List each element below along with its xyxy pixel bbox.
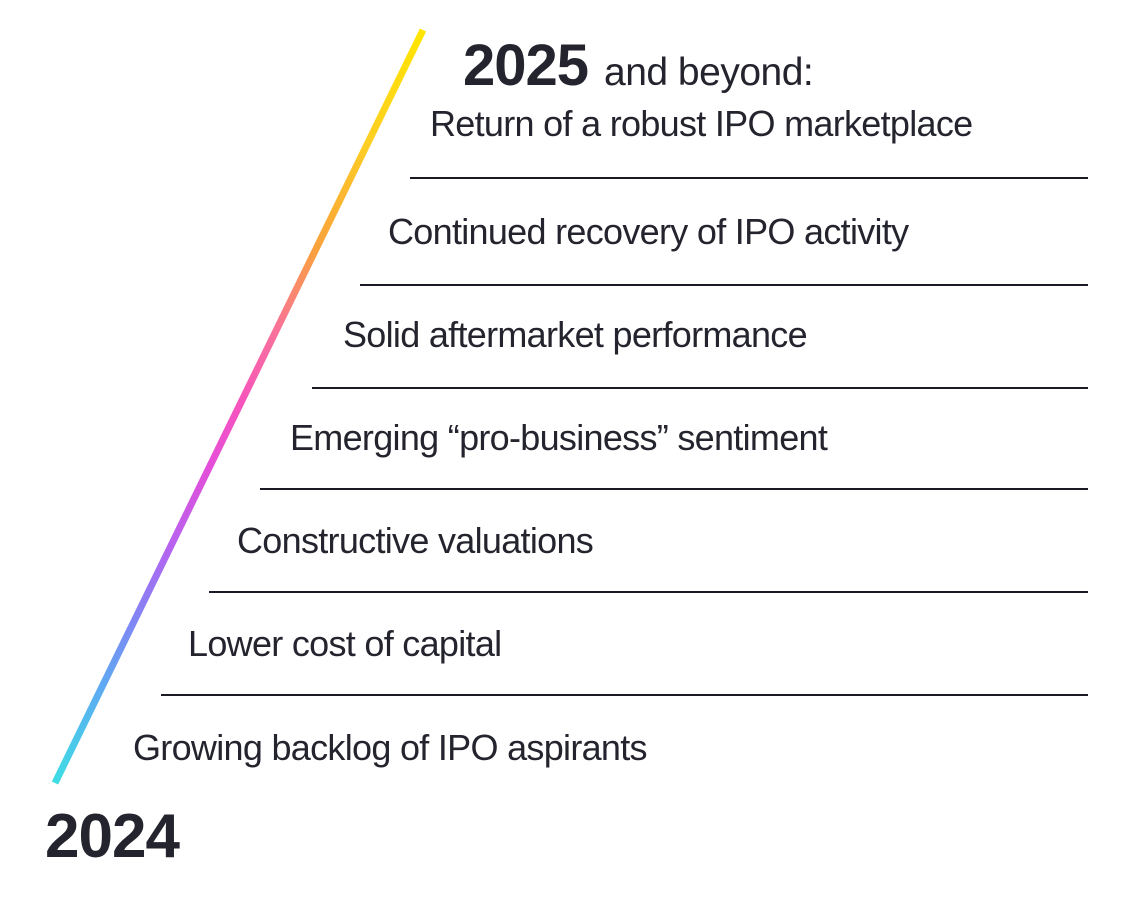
step-divider-line <box>312 387 1088 389</box>
header-title: 2025 and beyond: <box>463 33 814 98</box>
step-label: Solid aftermarket performance <box>343 314 808 355</box>
step-label: Emerging “pro-business” sentiment <box>290 417 828 458</box>
start-year-label: 2024 <box>45 802 180 871</box>
step-label: Continued recovery of IPO activity <box>388 211 909 252</box>
step-divider-line <box>161 694 1088 696</box>
diagonal-trend-line <box>51 28 427 785</box>
step-divider-line <box>260 488 1088 490</box>
step-divider-line <box>410 177 1088 179</box>
step-label: Growing backlog of IPO aspirants <box>133 727 648 768</box>
step-divider-line <box>209 591 1088 593</box>
title-year: 2025 <box>463 33 589 98</box>
step-divider-line <box>360 284 1088 286</box>
step-label: Lower cost of capital <box>188 623 502 664</box>
step-label: Constructive valuations <box>237 520 594 561</box>
title-subtitle: Return of a robust IPO marketplace <box>430 103 973 144</box>
title-suffix: and beyond: <box>604 51 814 94</box>
